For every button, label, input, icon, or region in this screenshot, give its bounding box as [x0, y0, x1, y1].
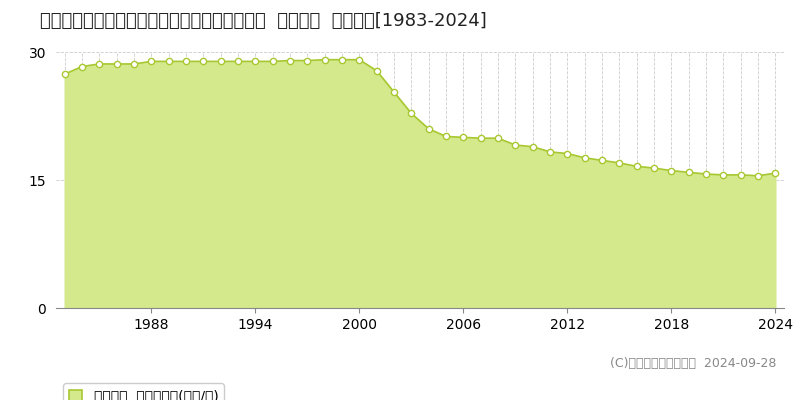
Legend: 基準地価  平均坪単価(万円/坪): 基準地価 平均坪単価(万円/坪) — [63, 384, 224, 400]
Text: (C)土地価格ドットコム  2024-09-28: (C)土地価格ドットコム 2024-09-28 — [610, 357, 776, 370]
Text: 新潟県上越市西城町３丁目字東二ノ辻１３番７  基準地価  地価推移[1983-2024]: 新潟県上越市西城町３丁目字東二ノ辻１３番７ 基準地価 地価推移[1983-202… — [40, 12, 486, 30]
